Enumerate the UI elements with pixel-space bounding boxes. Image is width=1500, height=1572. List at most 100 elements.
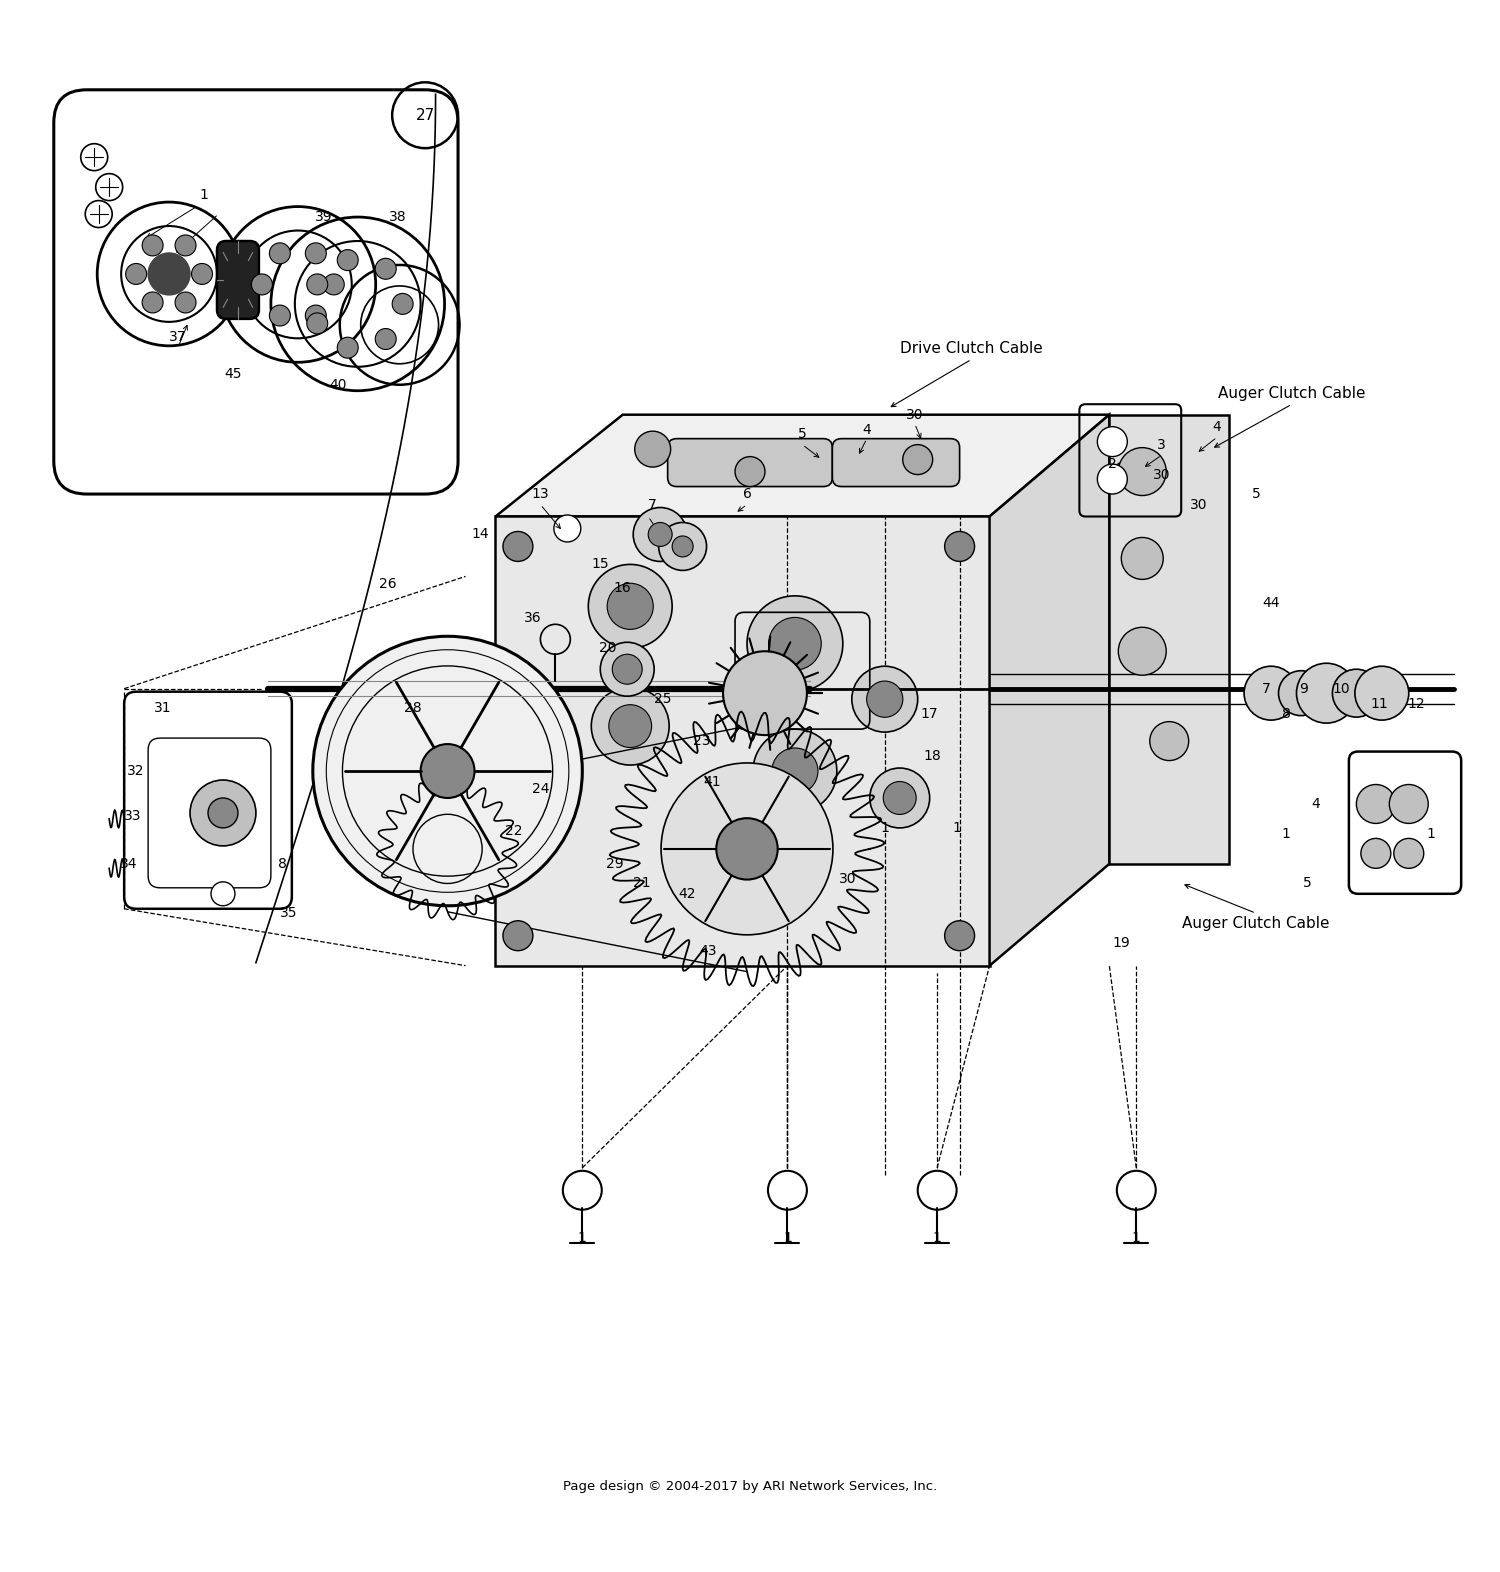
Circle shape bbox=[1278, 671, 1323, 715]
Circle shape bbox=[176, 292, 196, 313]
Text: 39: 39 bbox=[315, 211, 332, 225]
Text: 19: 19 bbox=[1113, 937, 1130, 949]
Text: 44: 44 bbox=[1263, 596, 1280, 610]
Text: Auger Clutch Cable: Auger Clutch Cable bbox=[1182, 916, 1330, 931]
Circle shape bbox=[648, 522, 672, 547]
Polygon shape bbox=[495, 517, 990, 965]
Text: 31: 31 bbox=[154, 701, 172, 715]
Circle shape bbox=[1244, 667, 1298, 720]
Circle shape bbox=[1332, 670, 1380, 717]
Text: 1: 1 bbox=[200, 187, 208, 201]
Circle shape bbox=[608, 583, 654, 629]
Circle shape bbox=[772, 748, 818, 794]
Circle shape bbox=[735, 456, 765, 487]
Text: 4: 4 bbox=[1214, 420, 1221, 434]
Text: 12: 12 bbox=[1407, 696, 1425, 711]
Text: Auger Clutch Cable: Auger Clutch Cable bbox=[1218, 387, 1365, 401]
Text: 42: 42 bbox=[678, 887, 696, 901]
Circle shape bbox=[609, 704, 651, 748]
Circle shape bbox=[852, 667, 918, 733]
Text: 8: 8 bbox=[1281, 707, 1290, 722]
Circle shape bbox=[768, 618, 822, 670]
Circle shape bbox=[338, 250, 358, 270]
Circle shape bbox=[1150, 722, 1188, 761]
Text: 1: 1 bbox=[952, 821, 962, 835]
Circle shape bbox=[252, 274, 273, 296]
Circle shape bbox=[306, 305, 327, 325]
Circle shape bbox=[392, 294, 412, 314]
Text: 5: 5 bbox=[798, 428, 807, 442]
Text: 1: 1 bbox=[1426, 827, 1436, 841]
Circle shape bbox=[1356, 784, 1395, 824]
Text: 10: 10 bbox=[1332, 682, 1350, 696]
Circle shape bbox=[562, 1171, 602, 1210]
Text: 9: 9 bbox=[1299, 682, 1308, 696]
Circle shape bbox=[945, 531, 975, 561]
Text: 7: 7 bbox=[648, 497, 657, 511]
Circle shape bbox=[270, 242, 291, 264]
Circle shape bbox=[270, 305, 291, 325]
Text: 1: 1 bbox=[1132, 1231, 1140, 1245]
Circle shape bbox=[211, 882, 236, 905]
Circle shape bbox=[375, 329, 396, 349]
Circle shape bbox=[96, 173, 123, 201]
Text: 30: 30 bbox=[1191, 497, 1208, 511]
Text: 18: 18 bbox=[924, 748, 942, 762]
Text: 1: 1 bbox=[783, 1231, 792, 1245]
Text: 2: 2 bbox=[1108, 457, 1116, 472]
Circle shape bbox=[306, 242, 327, 264]
Text: 1: 1 bbox=[933, 1231, 942, 1245]
Circle shape bbox=[588, 564, 672, 648]
Circle shape bbox=[148, 253, 190, 296]
Text: 26: 26 bbox=[380, 577, 396, 591]
Circle shape bbox=[918, 1171, 957, 1210]
Text: 23: 23 bbox=[693, 734, 711, 748]
Text: 16: 16 bbox=[614, 582, 632, 596]
Text: 38: 38 bbox=[390, 211, 406, 225]
Circle shape bbox=[591, 687, 669, 766]
Circle shape bbox=[1354, 667, 1408, 720]
Text: 24: 24 bbox=[531, 781, 549, 795]
Circle shape bbox=[1119, 627, 1166, 676]
Circle shape bbox=[308, 313, 327, 333]
Circle shape bbox=[600, 643, 654, 696]
Text: 13: 13 bbox=[531, 487, 549, 501]
Circle shape bbox=[945, 921, 975, 951]
Circle shape bbox=[717, 817, 777, 880]
Circle shape bbox=[658, 522, 706, 571]
Text: 30: 30 bbox=[839, 872, 856, 887]
Text: 11: 11 bbox=[1370, 696, 1388, 711]
Text: 4: 4 bbox=[1311, 797, 1320, 811]
Text: 22: 22 bbox=[504, 824, 522, 838]
Circle shape bbox=[86, 201, 112, 228]
Circle shape bbox=[1360, 838, 1390, 868]
Text: 28: 28 bbox=[405, 701, 422, 715]
Text: 30: 30 bbox=[906, 407, 924, 421]
Text: 21: 21 bbox=[633, 876, 651, 890]
Circle shape bbox=[903, 445, 933, 475]
Text: 14: 14 bbox=[471, 528, 489, 541]
Text: 1: 1 bbox=[578, 1231, 586, 1245]
Text: 36: 36 bbox=[524, 612, 542, 626]
Text: Page design © 2004-2017 by ARI Network Services, Inc.: Page design © 2004-2017 by ARI Network S… bbox=[562, 1481, 938, 1493]
Circle shape bbox=[1296, 663, 1356, 723]
Text: 5: 5 bbox=[1251, 487, 1260, 501]
Circle shape bbox=[1389, 784, 1428, 824]
Circle shape bbox=[1098, 426, 1128, 456]
Text: Drive Clutch Cable: Drive Clutch Cable bbox=[900, 341, 1042, 357]
Text: 7: 7 bbox=[1262, 682, 1270, 696]
Circle shape bbox=[308, 274, 327, 296]
Polygon shape bbox=[1110, 415, 1228, 865]
Circle shape bbox=[420, 744, 474, 799]
Circle shape bbox=[662, 762, 832, 935]
Polygon shape bbox=[990, 415, 1110, 965]
Text: 5: 5 bbox=[1302, 876, 1311, 890]
FancyBboxPatch shape bbox=[217, 241, 259, 319]
Circle shape bbox=[503, 921, 532, 951]
Text: 45: 45 bbox=[225, 368, 242, 382]
Circle shape bbox=[867, 681, 903, 717]
Circle shape bbox=[209, 799, 238, 828]
Text: 33: 33 bbox=[124, 810, 142, 824]
Text: 17: 17 bbox=[921, 707, 939, 722]
Circle shape bbox=[723, 651, 807, 736]
